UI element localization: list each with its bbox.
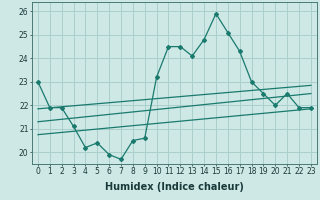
X-axis label: Humidex (Indice chaleur): Humidex (Indice chaleur) xyxy=(105,182,244,192)
